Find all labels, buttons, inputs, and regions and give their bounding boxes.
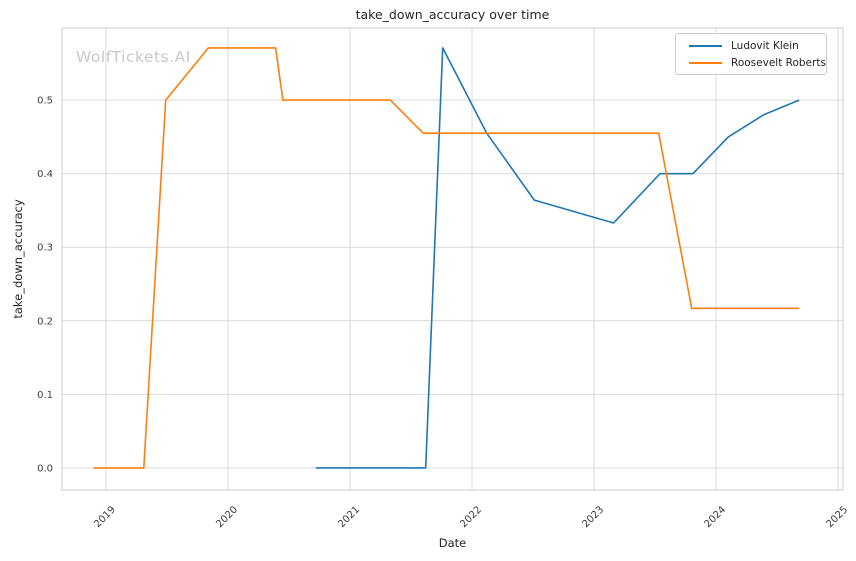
x-axis-label: Date (438, 536, 467, 550)
y-tick-label: 0.0 (37, 463, 53, 474)
y-tick-label: 0.3 (37, 243, 53, 254)
legend-item: Roosevelt Roberts (689, 56, 826, 69)
legend-line-swatch (689, 61, 722, 64)
x-tick-label: 2023 (580, 504, 606, 530)
series-line-ludovit-klein (315, 47, 800, 469)
x-tick-label: 2019 (92, 504, 118, 530)
y-tick-label: 0.2 (37, 316, 53, 327)
plot-border (61, 27, 844, 491)
legend-label: Roosevelt Roberts (731, 56, 826, 69)
x-tick-label: 2020 (214, 504, 240, 530)
x-tick-label: 2024 (702, 504, 728, 530)
y-tick-label: 0.4 (37, 169, 53, 180)
series-line-roosevelt-roberts (93, 47, 800, 469)
x-tick-label: 2025 (824, 504, 850, 530)
y-tick-label: 0.1 (37, 390, 53, 401)
legend-label: Ludovit Klein (731, 39, 799, 52)
legend-item: Ludovit Klein (689, 39, 818, 52)
x-tick-label: 2021 (336, 504, 362, 530)
chart-title: take_down_accuracy over time (355, 7, 550, 22)
x-tick-label: 2022 (458, 504, 484, 530)
y-axis-label: take_down_accuracy (11, 199, 25, 319)
legend-line-swatch (689, 44, 722, 47)
y-tick-label: 0.5 (37, 96, 53, 107)
legend: Ludovit Klein Roosevelt Roberts (675, 33, 827, 75)
watermark: WolfTickets.AI (76, 48, 191, 66)
